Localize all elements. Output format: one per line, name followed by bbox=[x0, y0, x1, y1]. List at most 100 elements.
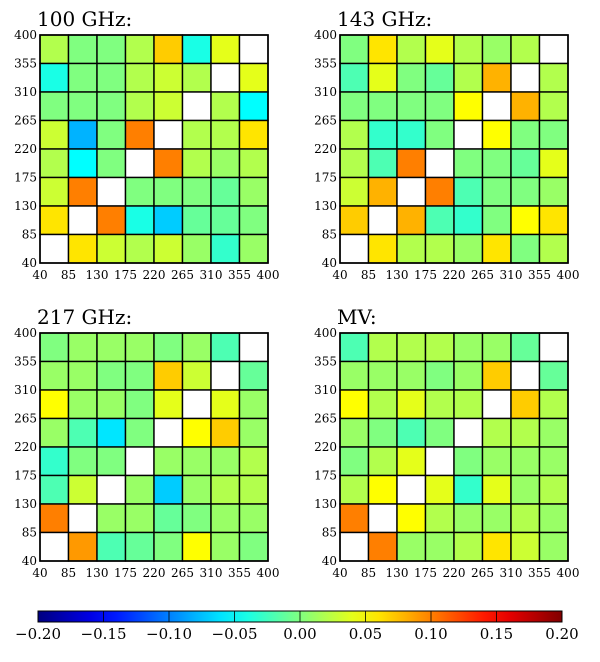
heatmap-cell bbox=[453, 91, 484, 122]
heatmap-cell bbox=[181, 417, 212, 448]
heatmap-cell bbox=[153, 91, 184, 122]
heatmap-cell bbox=[96, 531, 127, 562]
heatmap-cell bbox=[367, 503, 398, 534]
heatmap-cell bbox=[181, 446, 212, 477]
y-tick-label: 400 bbox=[14, 28, 37, 42]
heatmap-cell bbox=[396, 176, 427, 207]
heatmap-cell bbox=[424, 62, 455, 93]
heatmap-cell bbox=[124, 417, 155, 448]
heatmap-cell bbox=[153, 34, 184, 65]
heatmap-cell bbox=[538, 389, 569, 420]
heatmap-cell bbox=[181, 34, 212, 65]
heatmap-cell bbox=[96, 332, 127, 363]
heatmap-cell bbox=[481, 446, 512, 477]
heatmap-cell bbox=[481, 91, 512, 122]
heatmap-cell bbox=[396, 148, 427, 179]
heatmap-cell bbox=[367, 91, 398, 122]
heatmap-cell bbox=[424, 417, 455, 448]
x-tick-label: 40 bbox=[332, 566, 347, 580]
heatmap-cell bbox=[39, 360, 70, 391]
y-tick-label: 40 bbox=[22, 256, 37, 270]
x-tick-label: 400 bbox=[257, 566, 280, 580]
heatmap-cell bbox=[510, 205, 541, 236]
heatmap-cell bbox=[339, 233, 370, 264]
heatmap-cell bbox=[238, 360, 269, 391]
colorbar-tick-label: −0.10 bbox=[146, 625, 192, 643]
heatmap-cell bbox=[510, 176, 541, 207]
heatmap-cell bbox=[67, 91, 98, 122]
y-tick-label: 85 bbox=[22, 228, 37, 242]
heatmap-cell bbox=[453, 205, 484, 236]
x-tick-label: 175 bbox=[114, 566, 137, 580]
heatmap-cell bbox=[181, 503, 212, 534]
y-tick-label: 310 bbox=[314, 383, 337, 397]
heatmap-cell bbox=[396, 119, 427, 150]
x-tick-label: 265 bbox=[471, 566, 494, 580]
heatmap-cell bbox=[538, 360, 569, 391]
heatmap-cell bbox=[67, 233, 98, 264]
heatmap-cell bbox=[153, 503, 184, 534]
heatmap-cell bbox=[339, 503, 370, 534]
heatmap-cell bbox=[39, 119, 70, 150]
panel-title: 217 GHz: bbox=[37, 305, 132, 329]
heatmap-cell bbox=[538, 332, 569, 363]
heatmap-cell bbox=[538, 34, 569, 65]
heatmap-cell bbox=[210, 233, 241, 264]
heatmap-cell bbox=[510, 417, 541, 448]
heatmap-cell bbox=[538, 176, 569, 207]
heatmap-cell bbox=[339, 205, 370, 236]
heatmap-cell bbox=[210, 332, 241, 363]
y-tick-label: 175 bbox=[14, 171, 37, 185]
heatmap-cell bbox=[210, 205, 241, 236]
x-tick-label: 355 bbox=[228, 566, 251, 580]
x-tick-label: 220 bbox=[443, 268, 466, 282]
heatmap-cell bbox=[238, 503, 269, 534]
heatmap-cell bbox=[124, 360, 155, 391]
y-tick-label: 265 bbox=[14, 114, 37, 128]
heatmap-cell bbox=[339, 389, 370, 420]
heatmap-cell bbox=[39, 34, 70, 65]
heatmap-cell bbox=[367, 176, 398, 207]
heatmap-cell bbox=[367, 531, 398, 562]
heatmap-cell bbox=[339, 34, 370, 65]
heatmap-cell bbox=[96, 91, 127, 122]
heatmap-cell bbox=[39, 205, 70, 236]
heatmap-cell bbox=[538, 119, 569, 150]
heatmap-cell bbox=[424, 389, 455, 420]
heatmap-cell bbox=[153, 389, 184, 420]
heatmap-cell bbox=[510, 360, 541, 391]
x-tick-label: 175 bbox=[114, 268, 137, 282]
y-tick-label: 310 bbox=[14, 383, 37, 397]
heatmap-cell bbox=[210, 176, 241, 207]
heatmap-cell bbox=[238, 176, 269, 207]
x-tick-label: 40 bbox=[32, 566, 47, 580]
y-tick-label: 355 bbox=[314, 57, 337, 71]
panel-frame bbox=[339, 332, 569, 562]
x-tick-label: 265 bbox=[171, 566, 194, 580]
heatmap-cell bbox=[396, 34, 427, 65]
heatmap-cell bbox=[339, 332, 370, 363]
heatmap-cell bbox=[481, 176, 512, 207]
heatmap-panel: MV: 40 85 130 175 220 265 310 355 400 40 85 130 175 22… bbox=[314, 305, 579, 580]
heatmap-cell bbox=[367, 233, 398, 264]
heatmap-cell bbox=[396, 332, 427, 363]
heatmap-cell bbox=[396, 503, 427, 534]
heatmap-cell bbox=[210, 148, 241, 179]
y-tick-label: 40 bbox=[22, 554, 37, 568]
x-tick-label: 400 bbox=[257, 268, 280, 282]
x-tick-label: 85 bbox=[361, 566, 376, 580]
heatmap-cell bbox=[39, 62, 70, 93]
heatmap-cell bbox=[181, 119, 212, 150]
heatmap-cell bbox=[339, 148, 370, 179]
heatmap-cell bbox=[181, 233, 212, 264]
colorbar-tick-label: 0.15 bbox=[480, 625, 513, 643]
heatmap-cell bbox=[96, 417, 127, 448]
x-tick-label: 175 bbox=[414, 566, 437, 580]
heatmap-cell bbox=[96, 233, 127, 264]
heatmap-cell bbox=[39, 531, 70, 562]
heatmap-cell bbox=[510, 389, 541, 420]
heatmap-cell bbox=[124, 446, 155, 477]
heatmap-cell bbox=[67, 360, 98, 391]
heatmap-cell bbox=[181, 205, 212, 236]
heatmap-cell bbox=[39, 417, 70, 448]
